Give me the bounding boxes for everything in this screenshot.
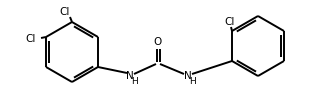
Text: Cl: Cl: [60, 7, 70, 17]
Text: H: H: [131, 78, 137, 87]
Text: H: H: [189, 78, 195, 87]
Text: Cl: Cl: [26, 34, 36, 44]
Text: N: N: [126, 71, 134, 81]
Text: N: N: [184, 71, 192, 81]
Text: O: O: [154, 37, 162, 47]
Text: Cl: Cl: [225, 17, 235, 27]
